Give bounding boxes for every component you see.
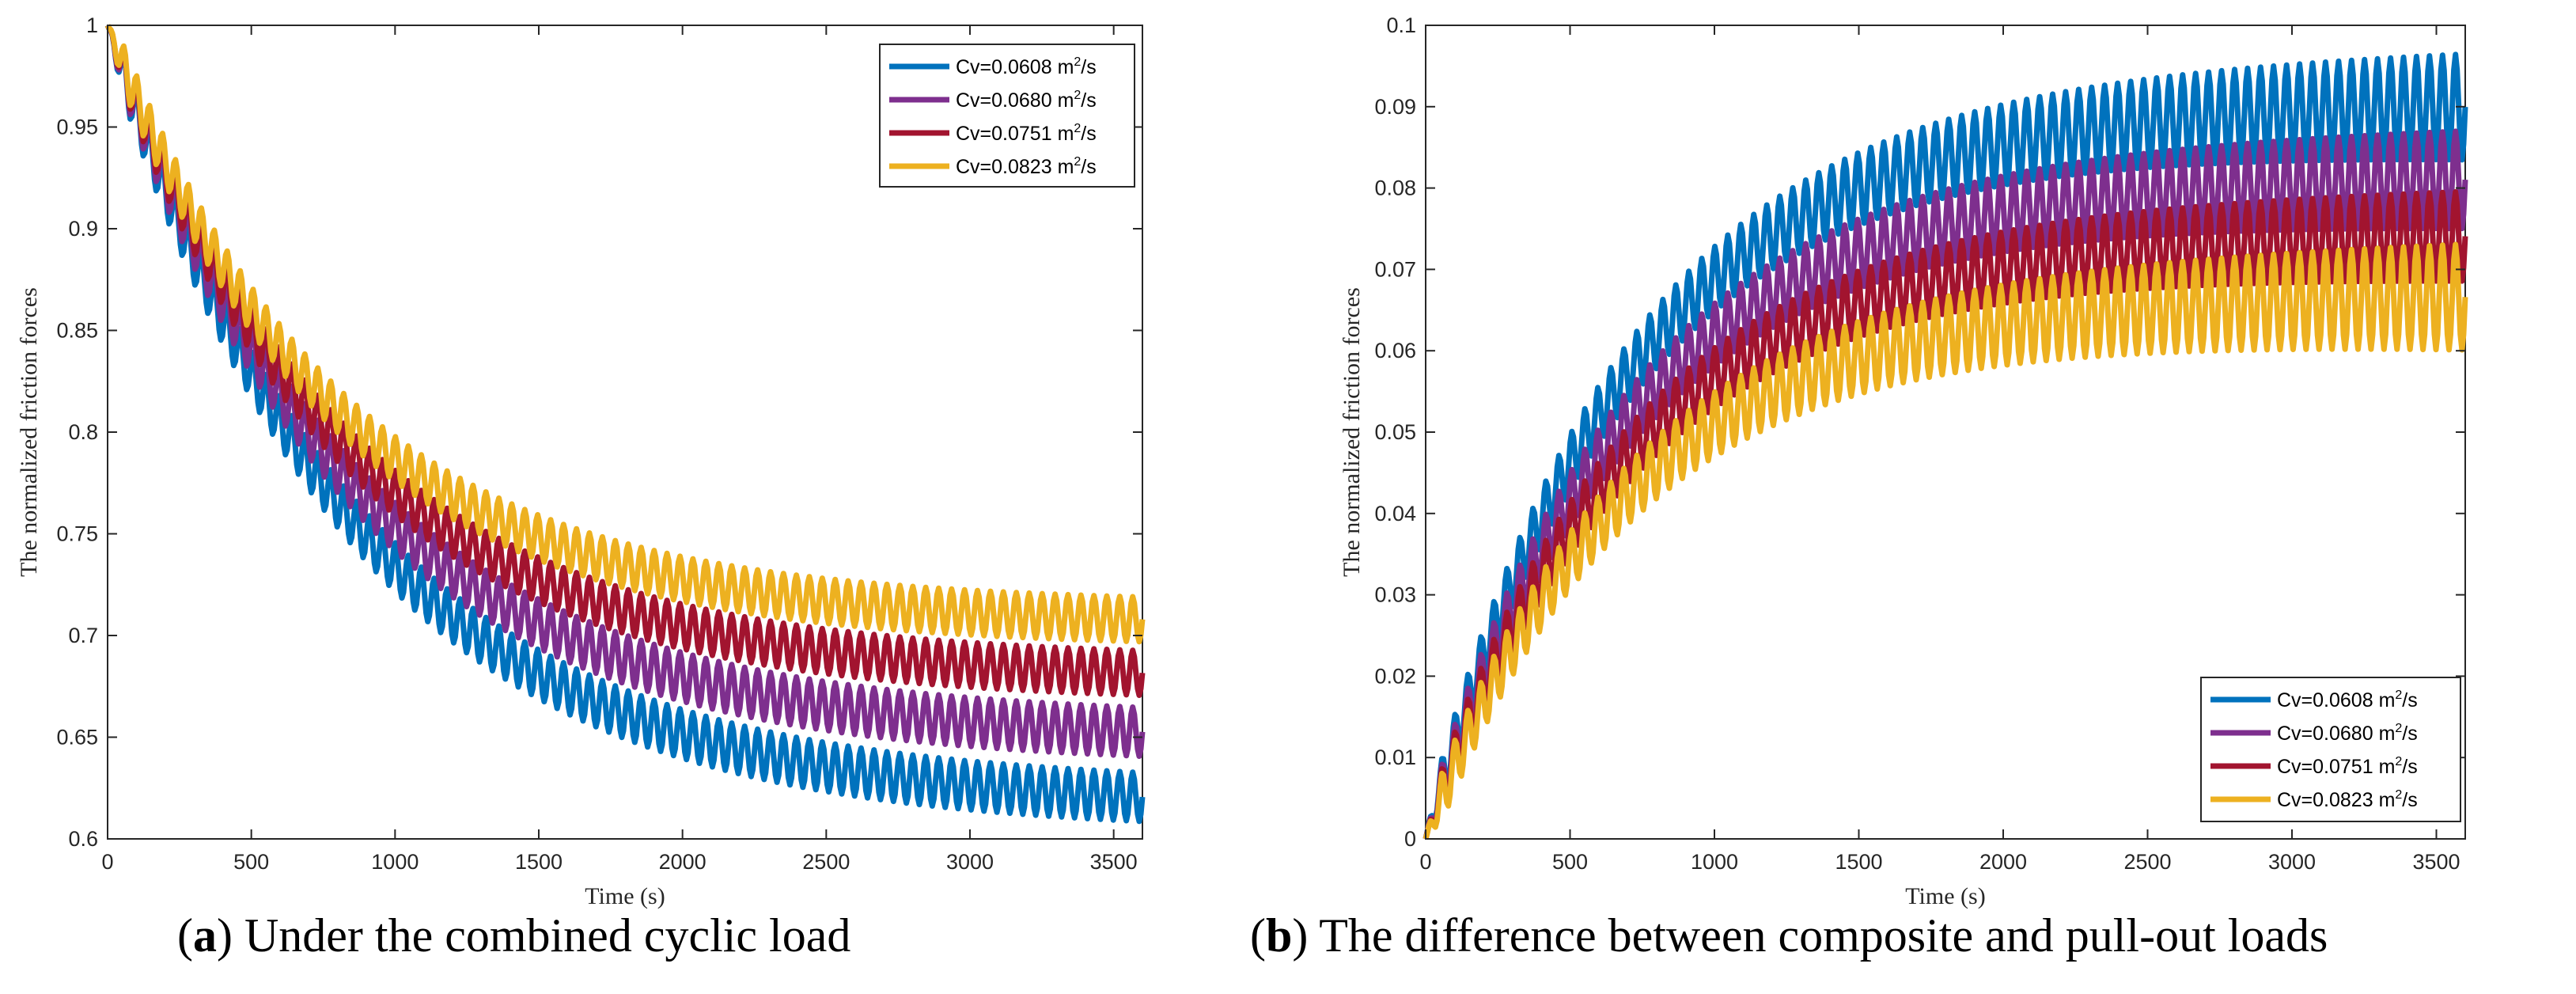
- x-axis-title-b: Time (s): [1905, 883, 1985, 909]
- legend-label-1: Cv=0.0608 m2/s: [2277, 689, 2418, 711]
- series-line-3: [1422, 189, 2468, 840]
- x-tick-label: 2500: [2123, 850, 2171, 874]
- x-tick-label: 0: [101, 850, 113, 874]
- y-ticks-b: 0 0.01 0.02 0.03 0.04 0.05 0.06 0.07 0.08 0.09 0.1: [1374, 13, 2465, 851]
- y-axis-title-a: The normalized friction forces: [16, 287, 42, 577]
- legend-label-sup: 2: [2395, 722, 2402, 735]
- legend-label-tail: /s: [2402, 689, 2417, 711]
- y-tick-label: 0.6: [68, 827, 98, 851]
- legend-label-main: Cv=0.0823 m: [2277, 789, 2395, 811]
- series-group-a: [104, 24, 1146, 825]
- y-tick-label: 0.8: [68, 420, 98, 444]
- y-ticks-a: 0.6 0.65 0.7 0.75 0.8 0.85 0.9 0.95 1: [56, 13, 1142, 851]
- y-tick-label: 0.03: [1374, 583, 1416, 607]
- legend-b: Cv=0.0608 m2/sCv=0.0680 m2/sCv=0.0751 m2…: [2200, 677, 2461, 822]
- y-tick-label: 1: [86, 13, 98, 37]
- legend-label-tail: /s: [2402, 789, 2417, 811]
- series-line-2: [1422, 128, 2468, 840]
- legend-label-tail: /s: [1081, 156, 1096, 178]
- legend-label-sup: 2: [2395, 755, 2402, 768]
- legend-label-1: Cv=0.0608 m2/s: [956, 55, 1097, 78]
- legend-label-4: Cv=0.0823 m2/s: [956, 155, 1097, 178]
- legend-label-3: Cv=0.0751 m2/s: [956, 122, 1097, 145]
- caption-text-a: Under the combined cyclic load: [244, 909, 851, 962]
- y-tick-label: 0.85: [56, 319, 98, 343]
- legend-label-4: Cv=0.0823 m2/s: [2277, 788, 2418, 811]
- x-tick-label: 2500: [802, 850, 850, 874]
- x-tick-label: 3500: [2412, 850, 2460, 874]
- y-tick-label: 0.05: [1374, 420, 1416, 444]
- y-tick-label: 0.95: [56, 116, 98, 139]
- y-tick-label: 0.07: [1374, 257, 1416, 281]
- caption-text-b: The difference between composite and pul…: [1319, 909, 2328, 962]
- x-tick-label: 1500: [1835, 850, 1882, 874]
- y-tick-label: 0.04: [1374, 502, 1416, 525]
- legend-label-sup: 2: [1074, 89, 1081, 102]
- chart-a: 0.6 0.65 0.7 0.75 0.8 0.85 0.9 0.95 1 0 500 1000 15…: [16, 13, 1146, 909]
- y-tick-label: 0.1: [1386, 13, 1416, 37]
- legend-label-main: Cv=0.0608 m: [2277, 689, 2395, 711]
- series-line-4: [1422, 241, 2468, 840]
- chart-b: 0 0.01 0.02 0.03 0.04 0.05 0.06 0.07 0.08 0.09 0.1…: [1339, 13, 2468, 909]
- y-tick-label: 0.75: [56, 522, 98, 546]
- legend-label-tail: /s: [2402, 723, 2417, 745]
- x-tick-label: 500: [233, 850, 269, 874]
- y-tick-label: 0.01: [1374, 746, 1416, 769]
- legend-label-tail: /s: [1081, 56, 1096, 78]
- legend-label-3: Cv=0.0751 m2/s: [2277, 755, 2418, 778]
- caption-letter-a: a: [192, 909, 217, 962]
- series-line-1: [1422, 51, 2468, 840]
- x-ticks-a: 0 500 1000 1500 2000 2500 3000 3500: [101, 25, 1138, 874]
- x-tick-label: 500: [1552, 850, 1588, 874]
- legend-label-main: Cv=0.0680 m: [2277, 723, 2395, 745]
- legend-label-tail: /s: [1081, 89, 1096, 112]
- y-axis-title-b: The normalized friction forces: [1339, 287, 1365, 577]
- x-tick-label: 1500: [515, 850, 563, 874]
- legend-label-sup: 2: [2395, 788, 2402, 802]
- y-tick-label: 0.7: [68, 624, 98, 647]
- y-tick-label: 0.06: [1374, 339, 1416, 362]
- caption-letter-b: b: [1265, 909, 1293, 962]
- x-tick-label: 3000: [946, 850, 994, 874]
- x-axis-title-a: Time (s): [585, 883, 665, 909]
- series-group-b: [1422, 51, 2468, 840]
- legend-label-tail: /s: [2402, 756, 2417, 778]
- legend-label-sup: 2: [1074, 155, 1081, 169]
- x-tick-label: 1000: [371, 850, 419, 874]
- legend-a: Cv=0.0608 m2/sCv=0.0680 m2/sCv=0.0751 m2…: [879, 44, 1135, 188]
- x-tick-label: 2000: [1979, 850, 2027, 874]
- legend-label-main: Cv=0.0608 m: [956, 56, 1074, 78]
- x-tick-label: 3000: [2268, 850, 2316, 874]
- caption-b: (b) The difference between composite and…: [1250, 909, 2328, 962]
- legend-label-sup: 2: [2395, 689, 2402, 702]
- legend-label-sup: 2: [1074, 55, 1081, 69]
- legend-label-main: Cv=0.0680 m: [956, 89, 1074, 112]
- x-tick-label: 0: [1419, 850, 1431, 874]
- x-tick-label: 1000: [1691, 850, 1738, 874]
- legend-label-sup: 2: [1074, 122, 1081, 135]
- x-ticks-b: 0 500 1000 1500 2000 2500 3000 3500: [1419, 25, 2460, 874]
- y-tick-label: 0: [1404, 827, 1416, 851]
- legend-label-2: Cv=0.0680 m2/s: [956, 89, 1097, 112]
- legend-label-main: Cv=0.0823 m: [956, 156, 1074, 178]
- x-tick-label: 2000: [659, 850, 707, 874]
- legend-label-tail: /s: [1081, 123, 1096, 145]
- series-line-4: [104, 24, 1146, 645]
- legend-label-main: Cv=0.0751 m: [956, 123, 1074, 145]
- caption-a: (a) Under the combined cyclic load: [177, 909, 851, 962]
- legend-label-main: Cv=0.0751 m: [2277, 756, 2395, 778]
- y-tick-label: 0.65: [56, 726, 98, 749]
- y-tick-label: 0.02: [1374, 664, 1416, 688]
- y-tick-label: 0.9: [68, 217, 98, 241]
- legend-label-2: Cv=0.0680 m2/s: [2277, 722, 2418, 745]
- y-tick-label: 0.08: [1374, 176, 1416, 200]
- x-tick-label: 3500: [1090, 850, 1138, 874]
- y-tick-label: 0.09: [1374, 95, 1416, 119]
